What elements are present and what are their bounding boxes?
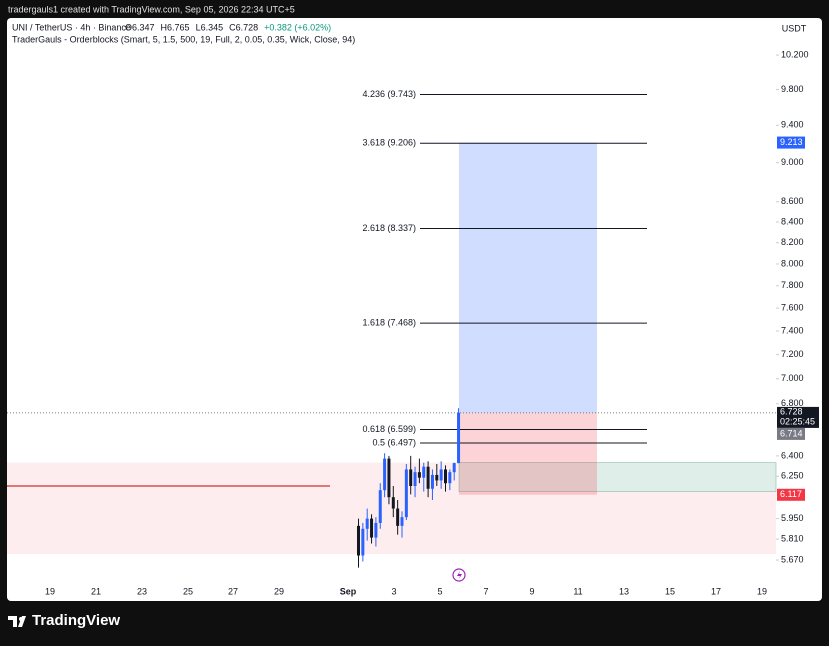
- prev-close-tag-bg: [777, 427, 805, 440]
- y-tick-label: 7.600: [781, 302, 804, 312]
- candle-body: [457, 412, 461, 464]
- y-tick-label: 5.810: [781, 533, 804, 543]
- x-tick-label: 19: [757, 586, 767, 596]
- currency: USDT: [782, 23, 807, 33]
- indicator: TraderGauls - Orderblocks (Smart, 5, 1.5…: [12, 34, 355, 44]
- y-tick-label: 7.400: [781, 325, 804, 335]
- y-tick-label: 9.800: [781, 84, 804, 94]
- fib-label: 3.618 (9.206): [362, 138, 416, 148]
- stop-zone: [459, 412, 597, 495]
- x-tick-label: 21: [91, 586, 101, 596]
- y-tick-label: 7.000: [781, 373, 804, 383]
- candle-body: [409, 469, 413, 486]
- x-tick-label: 17: [711, 586, 721, 596]
- y-tick-label: 5.670: [781, 554, 804, 564]
- candle-body: [430, 474, 434, 489]
- x-tick-label: 27: [228, 586, 238, 596]
- fib-label: 0.618 (6.599): [362, 424, 416, 434]
- chart-pane: [7, 18, 822, 601]
- last-price-tag-bg: [777, 406, 819, 428]
- y-tick-label: 8.000: [781, 258, 804, 268]
- stop-tag: 6.117: [780, 489, 802, 499]
- x-tick-label: 3: [391, 586, 396, 596]
- candle-body: [357, 525, 360, 556]
- x-tick-label: 11: [573, 586, 582, 596]
- x-tick-label: Sep: [340, 586, 357, 596]
- symbol: UNI / TetherUS · 4h · Binance: [12, 22, 131, 32]
- candle-body: [417, 472, 421, 478]
- candle-body: [370, 518, 374, 538]
- candle-body: [374, 522, 378, 538]
- lightning-icon: [452, 568, 466, 582]
- candle-body: [426, 466, 430, 489]
- candle-body: [452, 463, 456, 473]
- target-tag: 9.213: [780, 137, 803, 147]
- ohlc-value: L6.345: [196, 22, 224, 32]
- candle-body: [365, 518, 369, 529]
- ohlc-value: +0.382 (+6.02%): [264, 22, 331, 32]
- countdown: 02:25:45: [780, 416, 815, 426]
- last-price-tag: 6.728: [780, 406, 803, 416]
- y-tick-label: 5.950: [781, 513, 804, 523]
- target-zone: [459, 142, 597, 413]
- candle-body: [404, 469, 408, 518]
- icon-bolt: [457, 571, 462, 579]
- y-tick-label: 8.600: [781, 196, 804, 206]
- target-tag-bg: [777, 136, 805, 149]
- candle-body: [400, 517, 404, 526]
- y-tick-label: 7.800: [781, 280, 804, 290]
- candle-body: [448, 472, 452, 484]
- candle-body: [391, 497, 395, 509]
- candle-body: [383, 458, 387, 491]
- y-tick-label: 8.200: [781, 237, 804, 247]
- candle-body: [378, 490, 382, 523]
- y-tick-label: 10.200: [781, 49, 809, 59]
- logo-icon: [8, 616, 26, 627]
- icon-ring: [452, 568, 466, 582]
- x-tick-label: 13: [619, 586, 629, 596]
- x-tick-label: 23: [137, 586, 147, 596]
- x-tick-label: 25: [183, 586, 193, 596]
- fib-label: 0.5 (6.497): [372, 437, 416, 447]
- caption: tradergauls1 created with TradingView.co…: [8, 4, 295, 14]
- x-tick-label: 15: [665, 586, 675, 596]
- logo-dot: [19, 617, 23, 621]
- ohlc-value: H6.765: [161, 22, 190, 32]
- logo: [8, 616, 26, 627]
- candle-body: [413, 472, 417, 486]
- candle-body: [444, 469, 447, 484]
- fib-label: 4.236 (9.743): [362, 89, 416, 99]
- x-tick-label: 7: [483, 586, 488, 596]
- fib-label: 2.618 (8.337): [362, 223, 416, 233]
- y-tick-label: 8.400: [781, 216, 804, 226]
- x-tick-label: 5: [437, 586, 442, 596]
- y-tick-label: 6.800: [781, 398, 804, 408]
- candle-body: [439, 469, 443, 481]
- stop-tag-bg: [777, 488, 805, 501]
- prev-close-tag: 6.714: [780, 428, 803, 438]
- y-tick-label: 6.400: [781, 450, 804, 460]
- x-tick-label: 19: [45, 586, 55, 596]
- candle-body: [361, 528, 365, 556]
- ohlc-value: O6.347: [125, 22, 155, 32]
- y-tick-label: 9.400: [781, 120, 804, 130]
- orderblock-inner-zone: [458, 462, 777, 492]
- candle-body: [435, 474, 439, 481]
- y-tick-label: 6.250: [781, 471, 804, 481]
- x-tick-label: 9: [529, 586, 534, 596]
- fib-label: 1.618 (7.468): [362, 318, 416, 328]
- candle-body: [396, 508, 400, 526]
- y-tick-label: 7.200: [781, 349, 804, 359]
- candle-body: [387, 458, 391, 498]
- brand: TradingView: [32, 612, 120, 629]
- y-tick-label: 9.000: [781, 157, 804, 167]
- candle-body: [422, 466, 426, 478]
- x-tick-label: 29: [274, 586, 284, 596]
- ohlc-value: C6.728: [229, 22, 258, 32]
